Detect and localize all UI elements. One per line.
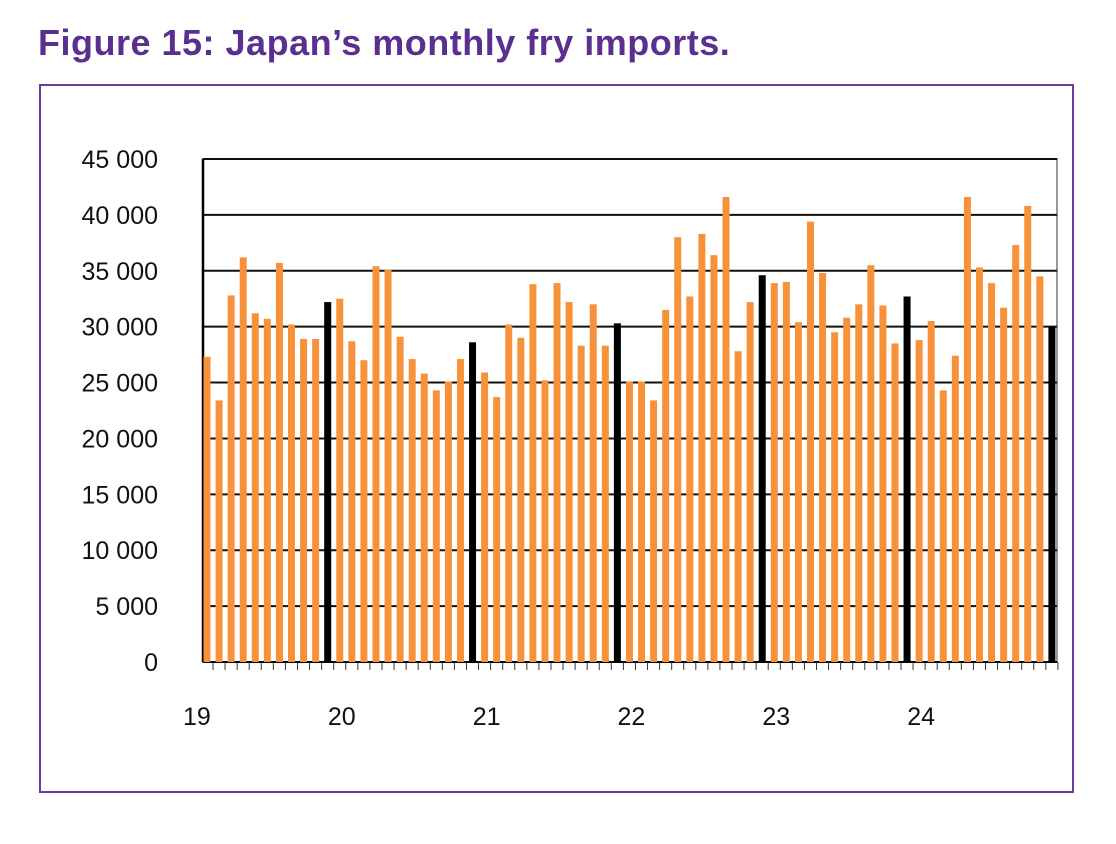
bar [1012,245,1020,662]
bar [577,345,585,662]
bar [529,284,537,662]
bar [432,390,440,662]
bar [963,197,971,662]
bar [312,338,320,662]
bar [541,380,549,662]
bar [891,343,899,662]
x-tick-label: 19 [183,703,211,731]
x-tick-label: 24 [907,703,935,731]
bar [951,355,959,662]
bar [770,283,778,662]
bar [831,332,839,662]
bar [287,324,295,662]
bar [408,359,416,662]
bar [939,390,947,662]
bar [1036,276,1044,662]
bar-december [324,302,332,662]
bar [843,317,851,662]
bar [517,337,525,662]
chart-frame [39,84,1074,793]
bar [625,381,633,662]
y-tick-label: 25 000 [82,370,158,398]
bar-december [613,323,621,662]
bar [722,197,730,662]
bar [662,309,670,662]
bar [601,345,609,662]
bar [420,373,428,662]
bar [927,321,935,662]
bar [674,237,682,662]
y-tick-label: 35 000 [82,258,158,286]
bar-december [903,296,911,662]
bar [807,221,814,662]
bar [360,360,368,662]
bar [384,269,392,662]
bar [746,302,754,662]
bar [275,262,283,662]
bar-december [469,342,477,662]
bar [203,356,211,662]
bar [215,400,223,662]
bar [686,296,694,662]
bar [1024,205,1032,663]
bar [819,273,827,662]
bar [734,351,742,662]
bar [867,265,875,662]
bar [396,336,404,662]
bar-december [758,275,766,662]
x-tick-label: 23 [762,703,790,731]
bar [710,255,718,662]
y-tick-label: 20 000 [82,425,158,453]
y-tick-label: 40 000 [82,202,158,230]
bar [879,305,887,662]
y-tick-label: 45 000 [82,146,158,174]
bar [251,313,259,662]
bar [456,359,464,662]
bar [698,233,706,662]
bar [227,295,235,662]
y-tick-label: 15 000 [82,481,158,509]
y-tick-label: 0 [144,649,158,677]
bar [505,324,513,662]
bar [1000,307,1008,662]
bar-december [1048,326,1056,662]
bar [638,381,646,662]
bar [372,266,380,662]
bar [239,257,247,662]
figure-title: Figure 15: Japan’s monthly fry imports. [38,22,731,63]
bar [493,397,501,662]
bar [263,318,271,662]
bar [782,281,790,662]
bar [855,304,863,662]
bar [650,400,658,662]
y-tick-label: 5 000 [95,593,158,621]
x-tick-label: 20 [328,703,356,731]
y-tick-label: 10 000 [82,537,158,565]
bar [915,340,923,662]
bar [348,341,356,662]
y-tick-label: 30 000 [82,314,158,342]
x-tick-label: 22 [618,703,646,731]
x-tick-label: 21 [473,703,501,731]
bar [553,283,561,662]
bar [336,298,344,662]
bar [975,267,983,662]
bar [444,381,452,662]
bar [565,302,573,662]
bar [988,283,996,662]
bar [481,372,489,662]
bar [589,304,597,662]
bar [300,338,308,662]
bar [794,322,802,662]
